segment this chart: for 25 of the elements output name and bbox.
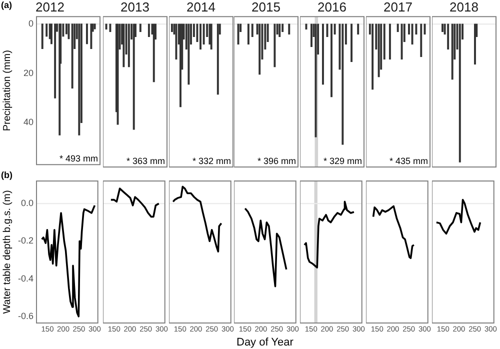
chart-title: 2014 bbox=[186, 0, 215, 14]
chart-title: 2017 bbox=[384, 0, 413, 14]
chart-title: 2015 bbox=[252, 0, 281, 14]
annotation: * 332 mm bbox=[192, 156, 230, 166]
y-axis-title: Water table depth b.g.s. (m) bbox=[2, 190, 13, 314]
y-tick-label: -0.6 bbox=[18, 310, 34, 321]
y-tick-label: 0.0 bbox=[21, 198, 34, 208]
y-axis-title: Precipitation (mm) bbox=[2, 50, 13, 132]
annotation: * 396 mm bbox=[258, 156, 296, 166]
y-tick-label: 40 bbox=[24, 117, 34, 128]
annotation: * 363 mm bbox=[126, 156, 165, 166]
text: (a) bbox=[1, 0, 12, 10]
x-axis-title: Day of Year bbox=[236, 336, 294, 348]
chart-title: 2013 bbox=[120, 0, 150, 14]
annotation: * 329 mm bbox=[324, 156, 362, 166]
chart-title: 2016 bbox=[318, 0, 347, 14]
chart-title: 2012 bbox=[36, 0, 65, 14]
annotation: * 493 mm bbox=[60, 154, 98, 164]
y-tick-label: -0.2 bbox=[18, 236, 34, 246]
y-tick-label: -0.4 bbox=[18, 273, 34, 284]
annotation: * 435 mm bbox=[390, 156, 428, 166]
chart-title: 2018 bbox=[450, 0, 479, 14]
text: (b) bbox=[1, 170, 13, 180]
y-tick-label: 20 bbox=[24, 68, 34, 78]
y-tick-label: 0 bbox=[28, 18, 34, 28]
